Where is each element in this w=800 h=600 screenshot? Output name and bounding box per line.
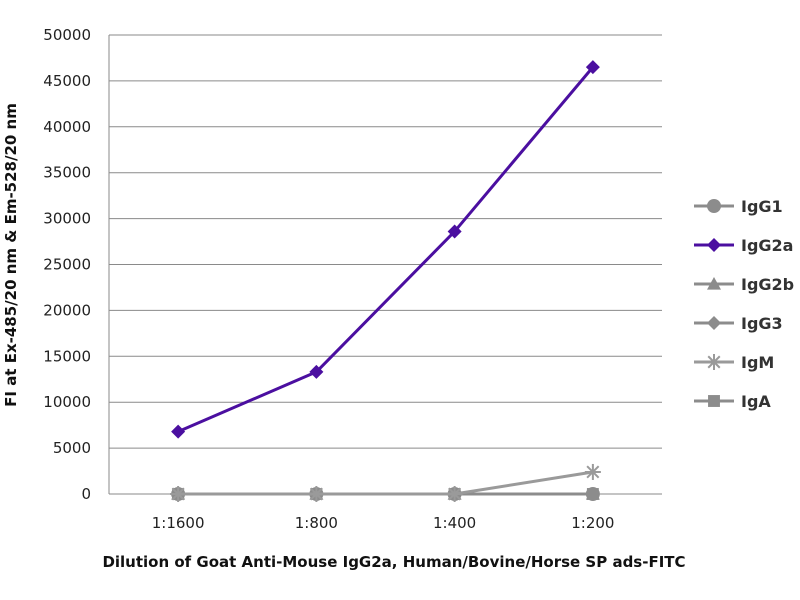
legend-item-igg2b: IgG2b <box>694 275 794 294</box>
data-point <box>447 224 462 239</box>
y-tick-label: 40000 <box>43 118 91 136</box>
data-point <box>707 277 721 290</box>
legend: IgG1 IgG2a IgG2b IgG3 IgM IgA <box>694 197 794 411</box>
y-tick-label: 5000 <box>53 439 91 457</box>
y-tick-label: 10000 <box>43 393 91 411</box>
data-point <box>707 238 721 252</box>
legend-item-igg2a: IgG2a <box>694 236 793 255</box>
y-tick-label: 20000 <box>43 301 91 319</box>
y-tick-label: 30000 <box>43 210 91 228</box>
y-tick-label: 35000 <box>43 164 91 182</box>
legend-item-igg1: IgG1 <box>694 197 783 216</box>
legend-label: IgM <box>741 353 774 372</box>
data-point <box>584 463 601 480</box>
legend-item-iga: IgA <box>694 392 771 411</box>
y-tick-label: 50000 <box>43 26 91 44</box>
legend-item-igg3: IgG3 <box>694 314 783 333</box>
legend-label: IgG2b <box>741 275 794 294</box>
y-tick-label: 0 <box>81 485 91 503</box>
y-axis-label: FI at Ex-485/20 nm & Em-528/20 nm <box>2 103 20 407</box>
data-point <box>585 60 600 75</box>
series-igm <box>170 463 601 502</box>
legend-label: IgG3 <box>741 314 783 333</box>
series-line <box>178 470 594 496</box>
data-point <box>170 486 187 502</box>
data-point <box>707 316 721 330</box>
legend-label: IgG2a <box>741 236 793 255</box>
y-tick-label: 15000 <box>43 347 91 365</box>
y-tick-labels: 0 5000 10000 15000 20000 25000 30000 35000 40000… <box>43 26 91 503</box>
data-point <box>707 199 721 213</box>
data-point <box>586 488 599 500</box>
x-tick-label: 1:200 <box>571 514 614 532</box>
series-line <box>177 66 595 433</box>
x-tick-labels: 1:1600 1:800 1:400 1:200 <box>152 514 615 532</box>
data-point <box>708 395 720 407</box>
y-tick-label: 25000 <box>43 256 91 274</box>
data-point <box>706 354 722 370</box>
data-point <box>308 486 325 502</box>
legend-label: IgA <box>741 392 771 411</box>
x-tick-label: 1:1600 <box>152 514 205 532</box>
data-point <box>171 424 186 439</box>
series-igg2a <box>171 60 600 439</box>
gridlines <box>108 34 662 495</box>
x-axis-label: Dilution of Goat Anti-Mouse IgG2a, Human… <box>102 553 685 571</box>
legend-label: IgG1 <box>741 197 783 216</box>
x-tick-label: 1:800 <box>295 514 338 532</box>
data-point <box>309 364 324 379</box>
x-tick-label: 1:400 <box>433 514 476 532</box>
y-tick-label: 45000 <box>43 72 91 90</box>
series-lines <box>170 60 601 502</box>
legend-item-igm: IgM <box>694 353 774 372</box>
data-point <box>446 486 463 502</box>
